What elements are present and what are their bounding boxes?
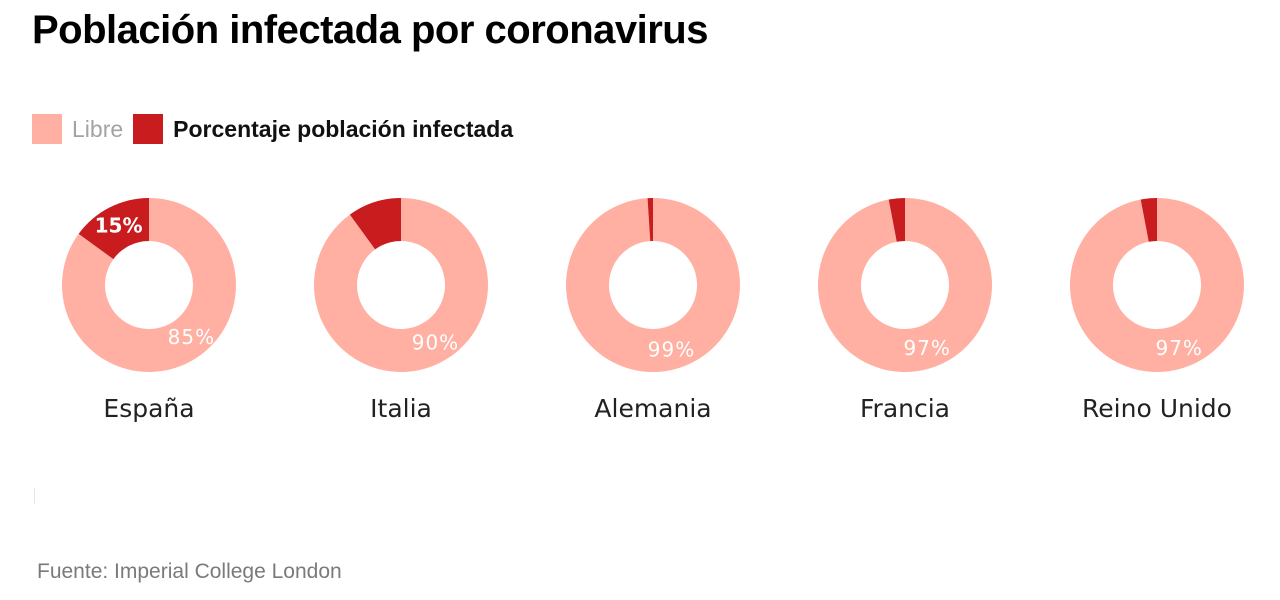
slice-infected — [78, 198, 149, 260]
country-label: España — [103, 394, 194, 423]
country-label: Francia — [860, 394, 950, 423]
slice-free — [1070, 198, 1245, 372]
legend: Libre Porcentaje población infectada — [32, 114, 523, 144]
chart-title: Población infectada por coronavirus — [32, 8, 708, 52]
axis-tick — [34, 488, 35, 504]
donut-3: 99% Alemania — [566, 198, 741, 423]
donut-2: 90% Italia — [314, 198, 488, 423]
legend-label-infected: Porcentaje población infectada — [173, 115, 514, 142]
slice-label-free: 85% — [168, 325, 215, 349]
slice-label-free: 97% — [903, 336, 950, 360]
slice-label-free: 99% — [648, 337, 695, 361]
country-label: Alemania — [594, 394, 711, 423]
slice-free — [566, 198, 741, 372]
legend-swatch-infected — [133, 114, 164, 144]
slice-infected — [888, 198, 905, 242]
country-label: Reino Unido — [1082, 394, 1232, 423]
slice-infected — [349, 198, 401, 250]
legend-item-infected[interactable]: Porcentaje población infectada — [133, 114, 513, 144]
slice-label-infected: 15% — [95, 213, 143, 237]
donut-charts: 85% 15% España 90% Italia 99% Alemania 97% Franc… — [62, 198, 1245, 423]
slice-label-free: 97% — [1155, 336, 1202, 360]
slice-infected — [1140, 198, 1157, 242]
country-label: Italia — [370, 394, 432, 423]
slice-free — [314, 198, 488, 372]
source-note: Fuente: Imperial College London — [37, 560, 342, 583]
slice-free — [62, 198, 237, 372]
donut-1: 85% 15% España — [62, 198, 237, 423]
legend-label-free: Libre — [72, 115, 124, 142]
legend-swatch-free — [32, 114, 62, 144]
slice-infected — [647, 198, 653, 242]
slice-free — [818, 198, 992, 372]
donut-5: 97% Reino Unido — [1070, 198, 1245, 423]
donut-4: 97% Francia — [818, 198, 992, 423]
slice-label-free: 90% — [412, 330, 459, 354]
legend-item-free[interactable]: Libre — [32, 114, 123, 144]
